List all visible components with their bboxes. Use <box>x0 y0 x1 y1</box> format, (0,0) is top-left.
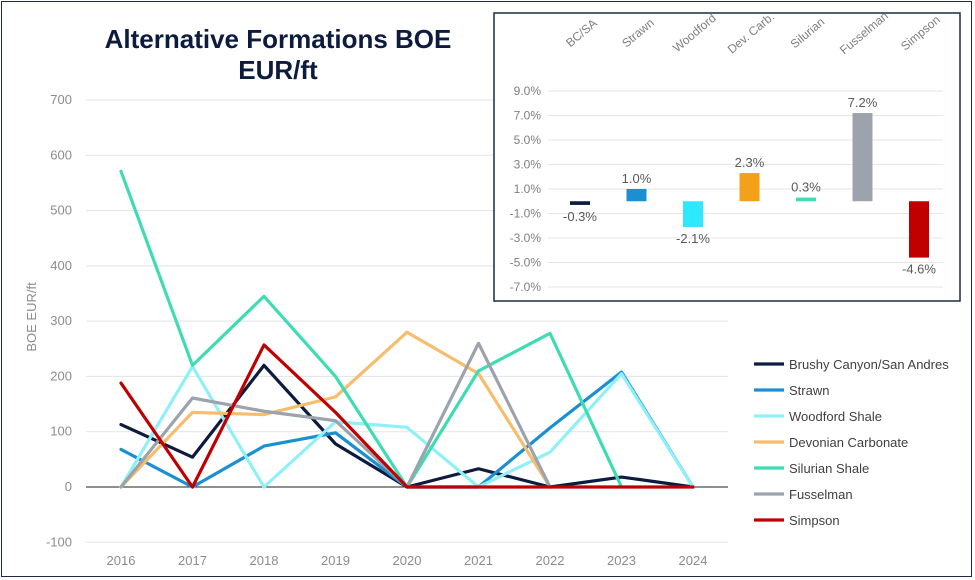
y-axis-label: BOE EUR/ft <box>24 282 39 352</box>
inset-value-label: -2.1% <box>676 231 710 246</box>
inset-bar-dev-carb- <box>739 173 760 202</box>
y-tick-label: 200 <box>50 368 72 383</box>
y-tick-label: 300 <box>50 313 72 328</box>
inset-value-label: 0.3% <box>791 180 821 195</box>
inset-bar-silurian <box>796 197 816 202</box>
inset-y-tick-label: -7.0% <box>510 280 542 294</box>
y-tick-label: 400 <box>50 258 72 273</box>
inset-value-label: -0.3% <box>563 209 597 224</box>
inset-y-tick-label: -3.0% <box>510 231 542 245</box>
inset-y-tick-label: 7.0% <box>514 109 542 123</box>
x-tick-label: 2021 <box>464 553 493 568</box>
chart-title: Alternative Formations BOE <box>105 24 452 54</box>
legend-label: Silurian Shale <box>789 461 869 476</box>
x-tick-label: 2016 <box>107 553 136 568</box>
legend-label: Simpson <box>789 513 840 528</box>
y-tick-label: -100 <box>46 534 72 549</box>
inset-y-tick-label: 5.0% <box>514 133 542 147</box>
legend-label: Strawn <box>789 383 829 398</box>
x-tick-label: 2022 <box>536 553 565 568</box>
inset-panel <box>493 12 961 302</box>
inset-bar-simpson <box>909 201 929 258</box>
inset-value-label: 7.2% <box>848 95 878 110</box>
x-tick-label: 2017 <box>178 553 207 568</box>
legend-label: Brushy Canyon/San Andres <box>789 357 949 372</box>
inset-value-label: 1.0% <box>622 171 652 186</box>
chart-title: EUR/ft <box>238 55 318 85</box>
inset-y-tick-label: 9.0% <box>514 84 542 98</box>
x-tick-label: 2020 <box>393 553 422 568</box>
series-line-woodford-shale <box>119 364 695 489</box>
inset-y-tick-label: 3.0% <box>514 158 542 172</box>
y-tick-label: 700 <box>50 92 72 107</box>
inset-value-label: -4.6% <box>902 262 936 277</box>
y-tick-label: 100 <box>50 424 72 439</box>
x-tick-label: 2023 <box>607 553 636 568</box>
inset-y-tick-label: 1.0% <box>514 182 542 196</box>
series-line-silurian-shale <box>119 169 624 489</box>
y-tick-label: 500 <box>50 203 72 218</box>
inset-bar-bc-sa <box>570 201 590 205</box>
inset-y-tick-label: -1.0% <box>510 207 542 221</box>
x-tick-label: 2024 <box>679 553 708 568</box>
legend-label: Devonian Carbonate <box>789 435 908 450</box>
y-tick-label: 600 <box>50 147 72 162</box>
inset-bar-fusselman <box>852 113 873 202</box>
series-line-fusselman <box>119 341 552 489</box>
inset-bar-strawn <box>626 189 647 202</box>
x-tick-label: 2019 <box>321 553 350 568</box>
series-line-simpson <box>119 343 695 489</box>
inset-value-label: 2.3% <box>735 155 765 170</box>
legend-label: Woodford Shale <box>789 409 882 424</box>
x-tick-label: 2018 <box>250 553 279 568</box>
y-tick-label: 0 <box>65 479 72 494</box>
inset-y-tick-label: -5.0% <box>510 256 542 270</box>
legend-label: Fusselman <box>789 487 853 502</box>
inset-bar-woodford <box>683 201 703 227</box>
